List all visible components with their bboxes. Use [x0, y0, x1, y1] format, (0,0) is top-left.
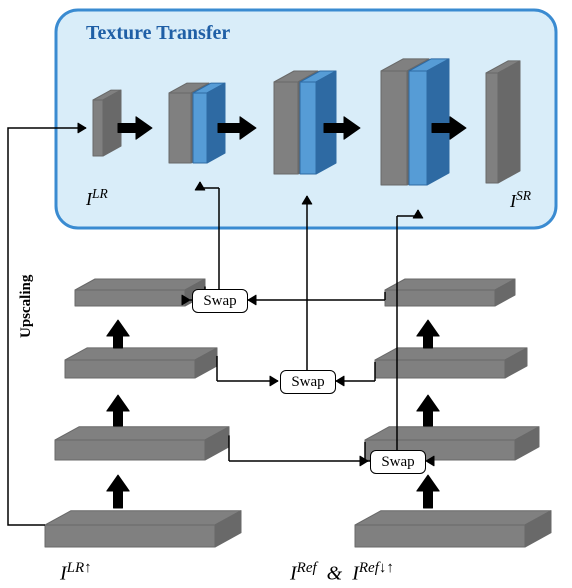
label-i-sr: ISR	[510, 188, 531, 212]
swap-box-2: Swap	[370, 450, 426, 474]
diagram-svg	[0, 0, 572, 588]
texture-transfer-title: Texture Transfer	[86, 22, 230, 45]
swap-box-1: Swap	[280, 370, 336, 394]
label-i-lr-up: ILR↑	[60, 560, 92, 586]
label-upscaling: Upscaling	[18, 275, 35, 338]
swap-box-0: Swap	[192, 289, 248, 313]
label-i-ref-combo: IRef & IRef↓↑	[290, 560, 394, 586]
label-i-lr: ILR	[86, 186, 108, 210]
